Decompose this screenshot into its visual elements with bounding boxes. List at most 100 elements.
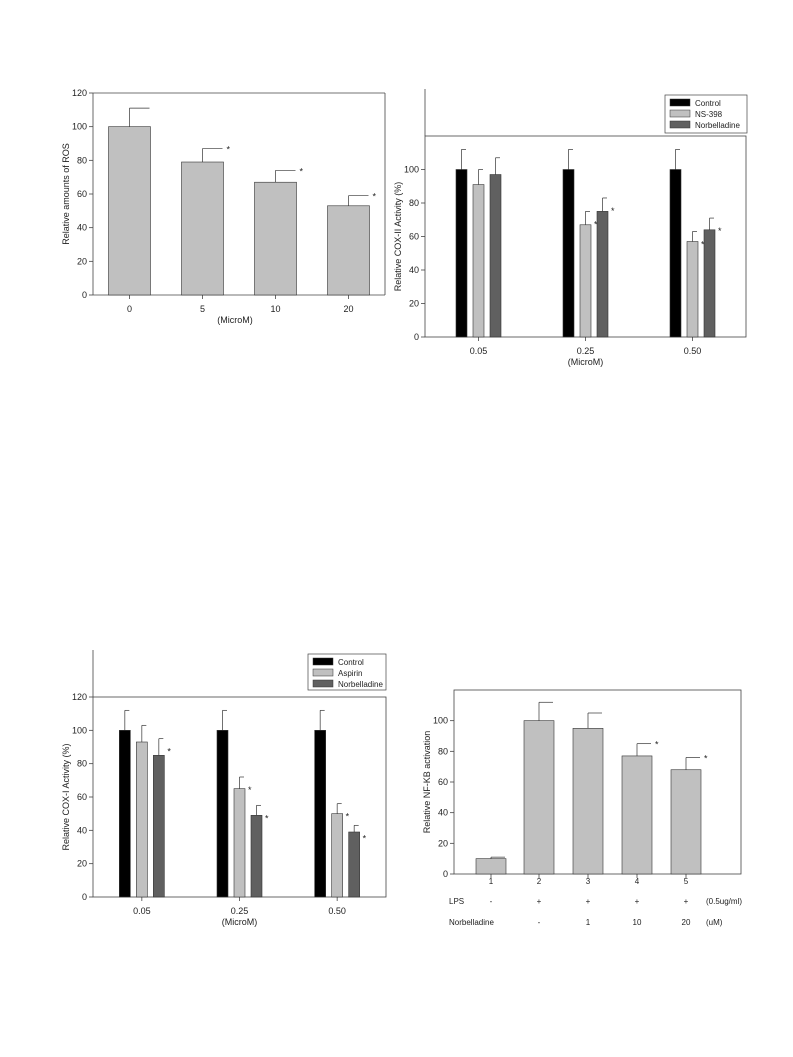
significance-mark: * xyxy=(373,192,377,202)
treatment-value: 20 xyxy=(682,918,691,927)
treatment-value: + xyxy=(586,897,591,906)
treatment-value: + xyxy=(635,897,640,906)
treatment-row-label: LPS xyxy=(449,897,464,906)
significance-mark: * xyxy=(718,226,722,236)
y-tick-label: 20 xyxy=(77,256,87,266)
legend-label: Control xyxy=(695,99,721,108)
y-tick-label: 40 xyxy=(77,223,87,233)
x-tick-label: 0.05 xyxy=(470,346,488,356)
significance-mark: * xyxy=(300,166,304,176)
y-tick-label: 100 xyxy=(404,165,419,175)
treatment-value: - xyxy=(538,918,541,927)
legend-label: NS-398 xyxy=(695,110,723,119)
bar xyxy=(331,813,343,898)
x-axis-label: (MicroM) xyxy=(568,357,604,367)
y-tick-label: 60 xyxy=(77,189,87,199)
x-tick-label: 0.50 xyxy=(684,346,702,356)
y-tick-label: 0 xyxy=(82,290,87,300)
significance-mark: * xyxy=(265,813,269,823)
y-tick-label: 80 xyxy=(77,759,87,769)
x-tick-label: 5 xyxy=(200,304,205,314)
x-tick-label: 0.05 xyxy=(133,906,151,916)
treatment-value: 1 xyxy=(586,918,591,927)
y-tick-label: 80 xyxy=(77,155,87,165)
y-tick-label: 60 xyxy=(409,232,419,242)
treatment-value: + xyxy=(537,897,542,906)
significance-mark: * xyxy=(594,219,598,229)
legend-label: Norbelladine xyxy=(695,121,740,130)
bar xyxy=(475,858,507,875)
y-tick-label: 40 xyxy=(438,808,448,818)
x-tick-label: 0 xyxy=(127,304,132,314)
y-axis-label: Relative COX-II Activity (%) xyxy=(393,182,403,292)
bar xyxy=(489,174,502,338)
bar xyxy=(669,169,682,338)
bar xyxy=(670,769,702,875)
treatment-unit: (0.5ug/ml) xyxy=(706,897,742,906)
x-tick-label: 2 xyxy=(537,877,542,886)
bar xyxy=(572,728,604,875)
y-axis-label: Relative NF-KB activation xyxy=(422,731,432,834)
significance-mark: * xyxy=(363,833,367,843)
bar xyxy=(250,815,263,898)
y-axis-label: Relative amounts of ROS xyxy=(61,143,71,245)
bar xyxy=(621,755,653,875)
legend: Control Aspirin Norbelladine xyxy=(307,653,387,691)
y-tick-label: 40 xyxy=(77,825,87,835)
y-tick-label: 20 xyxy=(409,299,419,309)
bar xyxy=(136,741,148,898)
x-tick-label: 5 xyxy=(684,877,689,886)
significance-mark: * xyxy=(346,812,350,822)
y-tick-label: 0 xyxy=(443,869,448,879)
bar xyxy=(119,730,131,898)
bar xyxy=(216,730,229,898)
x-tick-label: 0.50 xyxy=(328,906,346,916)
x-axis-label: (MicroM) xyxy=(222,917,258,927)
bar xyxy=(703,229,716,338)
treatment-value: + xyxy=(684,897,689,906)
x-tick-label: 0.25 xyxy=(577,346,595,356)
bar xyxy=(348,831,360,898)
y-tick-label: 20 xyxy=(77,859,87,869)
bar xyxy=(455,169,468,338)
y-tick-label: 120 xyxy=(72,692,87,702)
significance-mark: * xyxy=(167,747,171,757)
bar xyxy=(153,755,165,898)
x-axis-label: (MicroM) xyxy=(217,315,253,325)
treatment-row-label: Norbelladine xyxy=(449,918,494,927)
x-tick-label: 20 xyxy=(343,304,353,314)
legend-swatch xyxy=(669,120,691,129)
treatment-value: - xyxy=(490,897,493,906)
y-tick-label: 0 xyxy=(414,332,419,342)
x-tick-label: 0.25 xyxy=(231,906,249,916)
y-tick-label: 60 xyxy=(438,777,448,787)
legend-swatch xyxy=(669,98,691,107)
y-tick-label: 60 xyxy=(77,792,87,802)
y-axis-label: Relative COX-I Activity (%) xyxy=(61,743,71,850)
legend-label: Norbelladine xyxy=(338,680,383,689)
y-tick-label: 120 xyxy=(72,88,87,98)
bar xyxy=(181,161,224,296)
legend: Control NS-398 Norbelladine xyxy=(664,94,748,134)
x-tick-label: 1 xyxy=(489,877,494,886)
y-tick-label: 80 xyxy=(409,198,419,208)
bar xyxy=(108,126,151,296)
significance-mark: * xyxy=(611,206,615,216)
bar xyxy=(314,730,326,898)
y-tick-label: 100 xyxy=(72,122,87,132)
significance-mark: * xyxy=(227,145,231,155)
legend-label: Aspirin xyxy=(338,669,362,678)
legend-swatch xyxy=(312,657,334,666)
y-tick-label: 100 xyxy=(72,725,87,735)
legend-swatch xyxy=(669,109,691,118)
x-tick-label: 10 xyxy=(270,304,280,314)
treatment-value: 10 xyxy=(633,918,642,927)
significance-mark: * xyxy=(701,239,705,249)
y-tick-label: 20 xyxy=(438,838,448,848)
bar xyxy=(254,181,297,296)
y-tick-label: 40 xyxy=(409,265,419,275)
significance-mark: * xyxy=(704,753,708,763)
